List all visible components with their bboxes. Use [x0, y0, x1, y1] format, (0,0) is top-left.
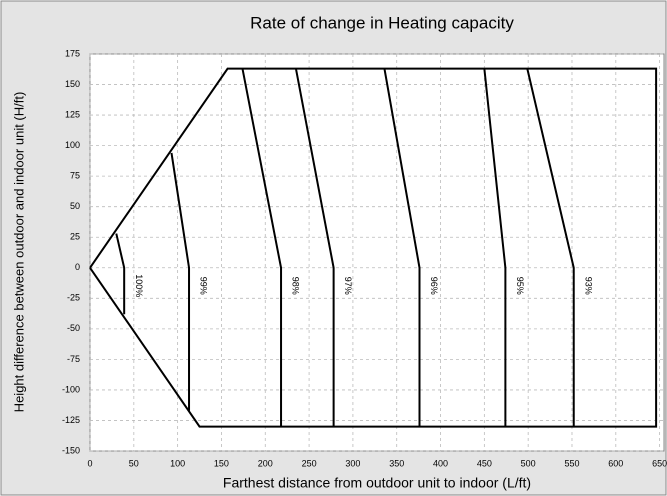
- x-tick-label: 300: [345, 458, 360, 468]
- x-tick-label: 0: [87, 458, 92, 468]
- plot-area: [89, 53, 665, 452]
- line: [241, 68, 283, 427]
- y-tick-label: -50: [67, 323, 80, 333]
- y-tick-label: 175: [65, 48, 80, 58]
- series-label: 97%: [343, 277, 353, 295]
- series-label: 96%: [429, 277, 439, 295]
- line: [170, 152, 191, 411]
- line: [483, 68, 507, 427]
- x-tick-label: 350: [389, 458, 404, 468]
- y-tick-label: -25: [67, 293, 80, 303]
- y-tick-label: -100: [62, 384, 80, 394]
- series-label: 100%: [134, 274, 144, 297]
- x-tick-label: 600: [608, 458, 623, 468]
- line: [294, 68, 335, 427]
- y-tick-label: 150: [65, 79, 80, 89]
- y-tick-label: -125: [62, 415, 80, 425]
- series-label: 98%: [291, 277, 301, 295]
- y-axis-label: Height difference between outdoor and in…: [11, 92, 26, 413]
- y-tick-label: 25: [70, 232, 80, 242]
- line: [526, 68, 575, 427]
- y-tick-label: 75: [70, 171, 80, 181]
- y-tick-label: 50: [70, 201, 80, 211]
- series-label: 95%: [515, 277, 525, 295]
- x-tick-label: 550: [564, 458, 579, 468]
- y-tick-label: 100: [65, 140, 80, 150]
- y-tick-label: 125: [65, 109, 80, 119]
- x-tick-label: 100: [170, 458, 185, 468]
- line: [89, 67, 658, 428]
- y-tick-label: 0: [75, 262, 80, 272]
- x-tick-label: 400: [433, 458, 448, 468]
- y-tick-label: -150: [62, 445, 80, 455]
- x-tick-label: 500: [521, 458, 536, 468]
- y-tick-label: -75: [67, 354, 80, 364]
- x-axis-label: Farthest distance from outdoor unit to i…: [223, 475, 531, 491]
- x-tick-label: 250: [302, 458, 317, 468]
- chart-title: Rate of change in Heating capacity: [250, 13, 514, 32]
- x-tick-label: 50: [129, 458, 139, 468]
- line: [115, 233, 126, 315]
- x-tick-label: 150: [214, 458, 229, 468]
- line: [383, 68, 421, 427]
- x-tick-label: 200: [258, 458, 273, 468]
- x-tick-label: 450: [477, 458, 492, 468]
- series-label: 93%: [583, 277, 593, 295]
- x-tick-label: 650: [652, 458, 667, 468]
- series-label: 99%: [199, 277, 209, 295]
